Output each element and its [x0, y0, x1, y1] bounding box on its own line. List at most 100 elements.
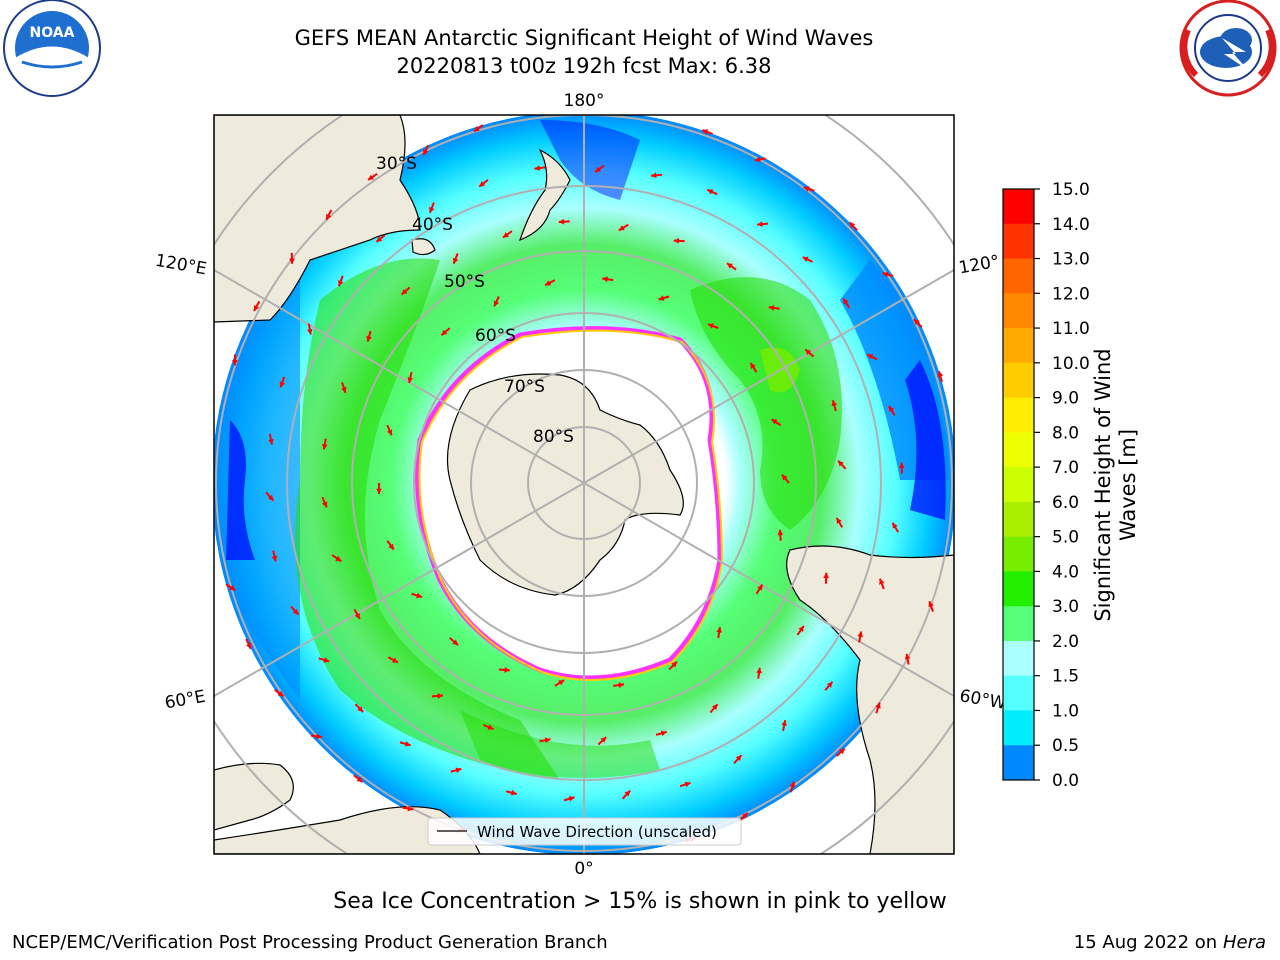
wave-arrow-head	[888, 406, 895, 413]
wave-arrow-head	[429, 206, 435, 213]
wave-arrow-head	[455, 767, 462, 773]
wave-arrow-head	[416, 592, 423, 599]
tasmania	[411, 238, 436, 256]
wave-arrow-head	[805, 349, 812, 356]
colorbar-title-line1: Significant Height of Wind	[1091, 348, 1115, 622]
wave-arrow-head	[671, 661, 677, 668]
wave-arrow-head	[768, 305, 775, 311]
wave-arrow-head	[618, 682, 625, 688]
wave-arrow-head	[510, 789, 517, 796]
wave-arrow-head	[493, 300, 499, 307]
graticule	[214, 115, 954, 854]
colorbar-tick-label: 7.0	[1052, 458, 1079, 478]
wave-arrow-head	[735, 755, 742, 761]
colorbar-band	[1003, 293, 1034, 329]
wave-arrow-head	[376, 488, 382, 494]
wave-arrow-head	[595, 166, 602, 173]
wave-arrow-head	[407, 377, 414, 383]
colorbar-band	[1003, 223, 1034, 260]
wave-arrow-head	[757, 221, 763, 228]
legend: Wind Wave Direction (unscaled)	[427, 817, 742, 846]
madagascar	[214, 762, 294, 831]
wave-arrow-head	[289, 258, 295, 264]
wave-arrow-head	[673, 237, 680, 244]
sea-ice-note: Sea Ice Concentration > 15% is shown in …	[333, 889, 947, 914]
wave-arrow-head	[407, 805, 414, 812]
wave-arrow-head	[316, 733, 322, 740]
wave-arrow-head	[771, 419, 778, 425]
colorbar-tick-label: 13.0	[1052, 250, 1090, 270]
wave-arrow-head	[711, 704, 718, 711]
wave-arrow-head	[368, 174, 375, 180]
credit-line: NCEP/EMC/Verification Post Processing Pr…	[12, 932, 608, 953]
lat-label-40s: 40°S	[412, 215, 453, 235]
wave-arrow-head	[326, 213, 332, 220]
antarctica	[446, 373, 684, 596]
wave-arrow-head	[545, 280, 552, 286]
wave-arrow-head	[306, 328, 313, 335]
colorbar-band	[1003, 189, 1034, 225]
colorbar-band	[1003, 536, 1034, 572]
wave-arrow-head	[335, 555, 342, 562]
wave-arrow-head	[898, 462, 905, 468]
wave-arrow-head	[650, 172, 657, 179]
wave-arrow-head	[867, 354, 874, 360]
wave-arrow-head	[754, 156, 761, 163]
wave-arrow-head	[741, 812, 748, 819]
wave-arrow-head	[831, 400, 838, 407]
wave-arrow-head	[707, 189, 714, 195]
wave-arrow-head	[366, 335, 372, 342]
meridian-60e-120w	[214, 269, 954, 697]
colorbar-band	[1003, 606, 1034, 642]
wave-arrow-head	[750, 362, 756, 369]
colorbar-band	[1003, 501, 1034, 538]
colorbar-band	[1003, 745, 1034, 781]
map-subtitle: 20220813 t00z 192h fcst Max: 6.38	[396, 54, 772, 78]
wave-arrow-head	[271, 555, 278, 562]
colorbar-band	[1003, 571, 1034, 607]
wave-arrow-head	[503, 232, 509, 238]
wave-arrow-head	[544, 737, 551, 744]
date-text: 15 Aug 2022 on	[1073, 932, 1218, 953]
wave-arrow-head	[246, 642, 252, 649]
wave-arrow-head	[376, 236, 383, 242]
colorbar-band	[1003, 675, 1034, 711]
colorbar-border	[1002, 188, 1035, 781]
wave-arrow-head	[756, 667, 762, 674]
wave-arrow-head	[702, 129, 709, 135]
wave-arrow-head	[928, 601, 934, 608]
map-title: GEFS MEAN Antarctic Significant Height o…	[294, 26, 874, 50]
colorbar-band	[1003, 467, 1034, 503]
wave-arrow-head	[802, 256, 809, 262]
noaa-logo-text: NOAA	[30, 25, 75, 41]
wave-arrow-head	[354, 612, 360, 619]
wave-arrow-head	[292, 608, 299, 615]
colorbar-tick-label: 1.5	[1052, 667, 1079, 687]
wave-arrow-head	[479, 181, 486, 187]
wave-arrow-head	[388, 543, 394, 550]
colorbar-tick-label: 12.0	[1052, 284, 1090, 304]
wave-arrow-head	[624, 790, 631, 797]
wave-arrow-head	[268, 438, 274, 445]
new-zealand	[519, 148, 571, 242]
wave-arrow-head	[602, 276, 608, 283]
colorbar-band	[1003, 710, 1034, 746]
wave-arrow-head	[875, 702, 881, 709]
wave-arrow-head	[504, 667, 510, 673]
colorbar-band	[1003, 640, 1034, 677]
wave-arrow-head	[879, 578, 885, 585]
wave-arrow-head	[423, 149, 429, 156]
wave-arrow-head	[341, 386, 347, 393]
colorbar-tick-label: 4.0	[1052, 562, 1079, 582]
wave-arrow-head	[781, 720, 787, 726]
wave-arrow-head	[882, 271, 889, 278]
wave-arrow-head	[660, 730, 667, 737]
wave-arrow-head	[356, 776, 363, 783]
colorbar-band	[1003, 362, 1034, 399]
wave-arrow-head	[843, 298, 849, 305]
wave-arrow-head	[323, 657, 330, 663]
wave-arrow-head	[757, 584, 763, 591]
wave-arrow-head	[558, 680, 565, 686]
lon-label-180: 180°	[564, 91, 605, 111]
